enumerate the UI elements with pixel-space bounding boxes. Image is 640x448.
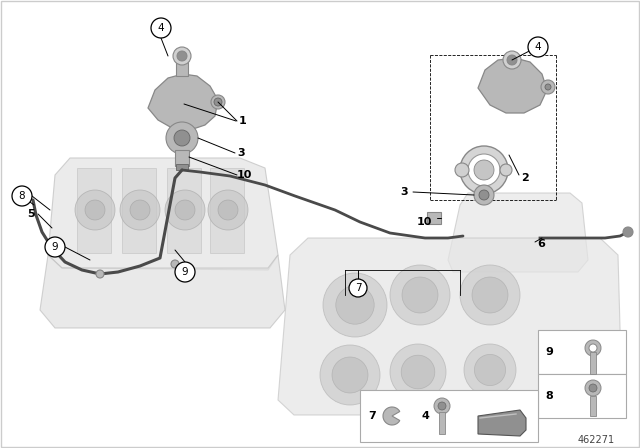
Text: 10: 10 — [417, 217, 432, 227]
Circle shape — [175, 262, 195, 282]
Circle shape — [623, 227, 633, 237]
Circle shape — [464, 344, 516, 396]
Circle shape — [332, 357, 368, 393]
Circle shape — [390, 265, 450, 325]
Wedge shape — [585, 340, 601, 356]
Text: 8: 8 — [19, 191, 26, 201]
Polygon shape — [278, 238, 622, 415]
Bar — [167, 168, 201, 253]
Circle shape — [174, 130, 190, 146]
Circle shape — [402, 277, 438, 313]
Text: 7: 7 — [368, 411, 376, 421]
Circle shape — [208, 190, 248, 230]
Polygon shape — [478, 58, 547, 113]
Circle shape — [460, 265, 520, 325]
Circle shape — [336, 286, 374, 324]
Circle shape — [541, 80, 555, 94]
Text: 1: 1 — [239, 116, 247, 126]
Text: 6: 6 — [537, 239, 545, 249]
Wedge shape — [468, 154, 500, 186]
Circle shape — [390, 344, 446, 400]
Bar — [77, 168, 111, 253]
Bar — [122, 168, 156, 253]
Circle shape — [507, 55, 517, 65]
Polygon shape — [448, 193, 588, 272]
Circle shape — [503, 51, 521, 69]
Wedge shape — [460, 146, 508, 194]
Circle shape — [130, 200, 150, 220]
Text: 5: 5 — [28, 209, 35, 219]
Polygon shape — [40, 255, 285, 328]
Polygon shape — [148, 74, 218, 130]
Text: 8: 8 — [545, 391, 553, 401]
Circle shape — [323, 273, 387, 337]
Bar — [427, 212, 441, 224]
Circle shape — [120, 190, 160, 230]
Bar — [210, 168, 244, 253]
Circle shape — [434, 398, 450, 414]
Circle shape — [401, 355, 435, 389]
Wedge shape — [166, 122, 198, 154]
Circle shape — [171, 260, 179, 268]
Circle shape — [479, 190, 489, 200]
Circle shape — [528, 37, 548, 57]
Bar — [590, 352, 596, 374]
Bar — [538, 374, 626, 418]
Text: 9: 9 — [545, 347, 553, 357]
Wedge shape — [474, 185, 494, 205]
Text: 4: 4 — [534, 42, 541, 52]
Circle shape — [177, 51, 187, 61]
Wedge shape — [383, 407, 400, 425]
Circle shape — [350, 280, 366, 296]
Circle shape — [349, 279, 367, 297]
Circle shape — [175, 200, 195, 220]
Bar — [176, 56, 188, 76]
Circle shape — [438, 402, 446, 410]
Bar — [538, 330, 626, 374]
Text: 9: 9 — [182, 267, 188, 277]
Circle shape — [151, 18, 171, 38]
Circle shape — [45, 237, 65, 257]
Circle shape — [214, 98, 222, 106]
Circle shape — [173, 47, 191, 65]
Circle shape — [85, 200, 105, 220]
Text: 4: 4 — [157, 23, 164, 33]
Text: 10: 10 — [237, 170, 252, 180]
Polygon shape — [478, 410, 526, 436]
Circle shape — [589, 384, 597, 392]
Text: 2: 2 — [521, 173, 529, 183]
Bar — [360, 390, 538, 442]
Polygon shape — [48, 158, 278, 270]
Circle shape — [455, 163, 469, 177]
Circle shape — [500, 164, 512, 176]
Circle shape — [585, 380, 601, 396]
Bar — [590, 396, 596, 416]
Text: 7: 7 — [355, 283, 362, 293]
Circle shape — [474, 354, 506, 386]
Circle shape — [472, 277, 508, 313]
Text: 4: 4 — [422, 411, 430, 421]
Text: 3: 3 — [401, 187, 408, 197]
Circle shape — [12, 186, 32, 206]
Circle shape — [218, 200, 238, 220]
Bar — [176, 164, 188, 170]
Circle shape — [165, 190, 205, 230]
Bar — [175, 150, 189, 166]
Circle shape — [211, 95, 225, 109]
Text: 462271: 462271 — [577, 435, 614, 445]
Bar — [439, 412, 445, 434]
Text: 3: 3 — [237, 148, 244, 158]
Circle shape — [545, 84, 551, 90]
Wedge shape — [474, 160, 494, 180]
Circle shape — [96, 270, 104, 278]
Circle shape — [320, 345, 380, 405]
Text: 9: 9 — [52, 242, 58, 252]
Circle shape — [75, 190, 115, 230]
